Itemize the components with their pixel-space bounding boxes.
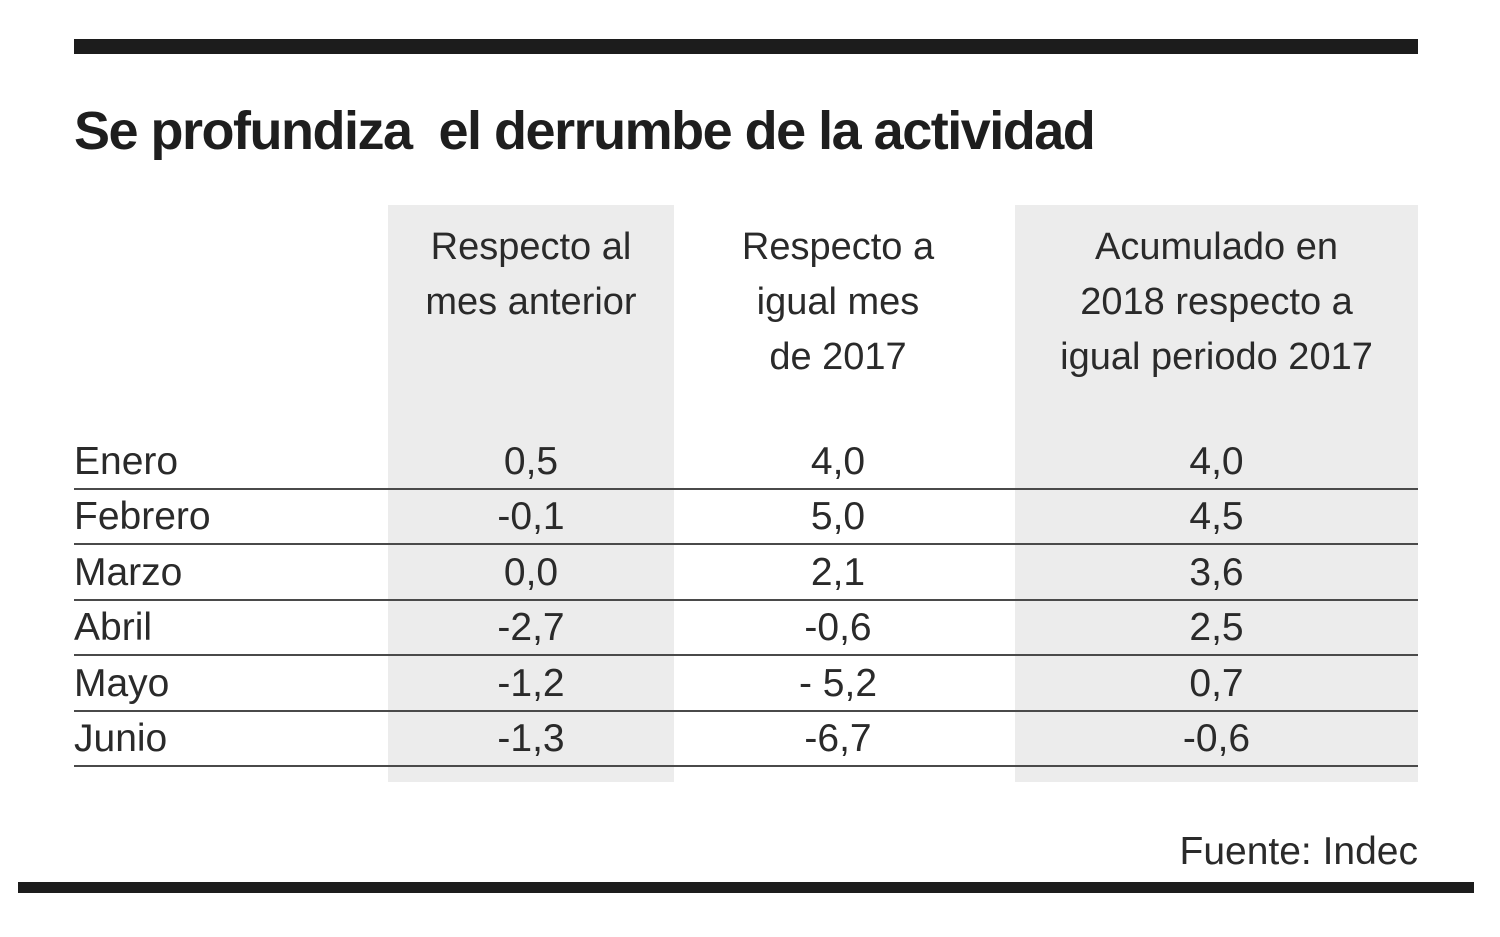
table-cell-value: -1,2 xyxy=(497,661,565,705)
table-cell-value: 0,7 xyxy=(1189,661,1244,705)
table-row: Junio -1,3 -6,7 -0,6 xyxy=(74,712,1418,767)
table-row: Enero 0,5 4,0 4,0 xyxy=(74,435,1418,490)
table-cell-value: 0,0 xyxy=(503,550,559,594)
row-label-month: Febrero xyxy=(74,495,211,539)
table-cell-value: -1,3 xyxy=(497,717,565,760)
table-cell-value: 0,5 xyxy=(503,440,559,483)
table-cell-value: - 5,2 xyxy=(798,661,878,705)
table-row: Febrero -0,1 5,0 4,5 xyxy=(74,490,1418,546)
table-cell-value: 2,5 xyxy=(1189,606,1244,650)
table-cell-value: 4,0 xyxy=(1189,440,1244,483)
table-cell-value: 4,0 xyxy=(810,440,866,483)
table-row: Mayo -1,2 - 5,2 0,7 xyxy=(74,657,1418,712)
table-row: Marzo 0,0 2,1 3,6 xyxy=(74,546,1418,601)
table-cell-value: -0,6 xyxy=(1182,717,1251,760)
row-label-month: Junio xyxy=(74,717,168,760)
row-label-month: Enero xyxy=(74,440,179,483)
table-cell-value: 5,0 xyxy=(810,495,866,539)
table-cell-value: 2,1 xyxy=(810,550,866,594)
table-cell-value: -0,1 xyxy=(497,495,565,539)
column-1-background xyxy=(388,205,674,782)
source-note: Fuente: Indec xyxy=(1179,830,1419,873)
top-rule xyxy=(74,39,1418,54)
column-header-month-over-month: Respecto al mes anterior xyxy=(425,226,637,323)
table-cell-value: 3,6 xyxy=(1189,550,1244,594)
row-label-month: Mayo xyxy=(74,661,170,705)
table-row: Abril -2,7 -0,6 2,5 xyxy=(74,601,1418,657)
column-header-cumulative: Acumulado en 2018 respecto a igual perio… xyxy=(1060,226,1373,378)
row-label-month: Abril xyxy=(74,606,153,650)
table-cell-value: 4,5 xyxy=(1189,495,1244,539)
table-cell-value: -6,7 xyxy=(804,717,872,760)
column-3-background xyxy=(1015,205,1418,782)
row-label-month: Marzo xyxy=(74,550,183,594)
chart-title: Se profundiza el derrumbe de la activida… xyxy=(74,101,1096,161)
column-header-year-over-year: Respecto a igual mes de 2017 xyxy=(741,226,935,378)
table-cell-value: -0,6 xyxy=(804,606,872,650)
table-cell-value: -2,7 xyxy=(497,606,565,650)
bottom-rule xyxy=(18,882,1474,893)
